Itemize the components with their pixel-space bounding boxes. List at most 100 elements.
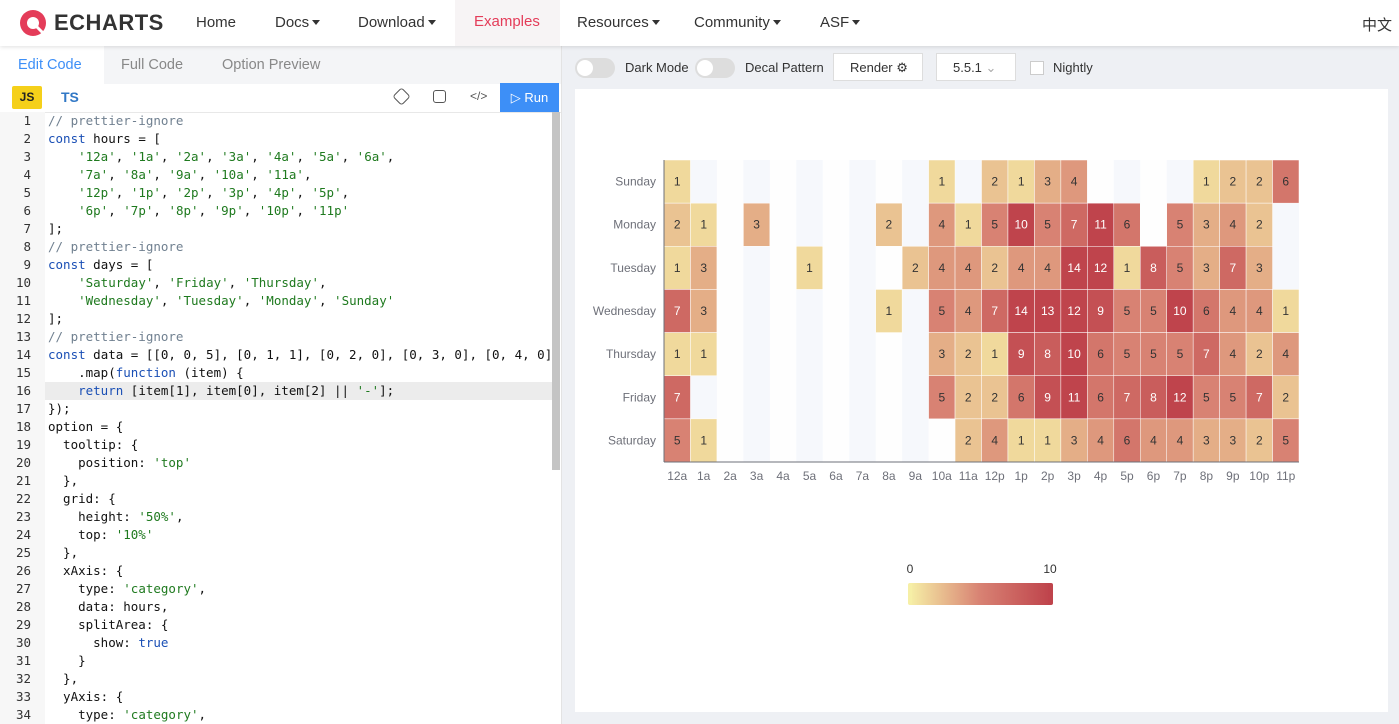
cell-label: 6 (1124, 218, 1131, 232)
x-tick-label: 6a (829, 469, 843, 483)
nav-item[interactable]: Home (196, 14, 237, 31)
scrollbar[interactable] (552, 112, 560, 470)
ts-button[interactable]: TS (61, 89, 79, 105)
cell-label: 2 (886, 218, 893, 232)
cell-label: 5 (1177, 347, 1184, 361)
cell-label: 7 (1230, 261, 1237, 275)
line-number: 30 (15, 635, 31, 650)
nightly-checkbox[interactable] (1030, 61, 1044, 75)
cell-label: 4 (1256, 304, 1263, 318)
line-number: 25 (15, 545, 31, 560)
line-number: 26 (15, 563, 31, 578)
cell-label: 10 (1015, 218, 1029, 232)
nav-item[interactable]: Download (358, 14, 436, 31)
heatmap-cell (1034, 375, 1062, 420)
nav-item[interactable]: Examples (474, 13, 540, 30)
line-number: 15 (15, 365, 31, 380)
line-number: 12 (15, 311, 31, 326)
heatmap-cell (928, 289, 956, 333)
heatmap-cell (1272, 159, 1300, 204)
dark-mode-toggle[interactable] (575, 58, 615, 78)
x-tick-label: 8p (1200, 469, 1214, 483)
format-icon[interactable] (392, 87, 411, 106)
visual-map-handle[interactable] (1048, 583, 1053, 605)
cell-label: 4 (965, 304, 972, 318)
code-line: option = { (48, 419, 124, 434)
heatmap-cell (954, 289, 982, 333)
editor-tab[interactable]: Full Code (121, 57, 184, 73)
line-number: 5 (23, 185, 31, 200)
heatmap-cell (1192, 246, 1220, 290)
line-number: 33 (15, 689, 31, 704)
cell-label: 4 (1150, 433, 1157, 447)
cell-label: 4 (1177, 433, 1184, 447)
cell-label: 7 (1256, 390, 1263, 404)
nav-item[interactable]: ASF (820, 14, 860, 31)
version-select[interactable]: 5.5.1 ⌄ (936, 53, 1016, 81)
y-tick-label: Wednesday (593, 304, 656, 318)
heatmap-cell (1272, 418, 1300, 463)
cell-label: 14 (1067, 261, 1081, 275)
x-tick-label: 10p (1249, 469, 1269, 483)
nav-item[interactable]: Resources (577, 14, 660, 31)
line-number: 17 (15, 401, 31, 416)
heatmap-cell (1245, 332, 1273, 376)
heatmap-cell (663, 159, 691, 204)
cell-label: 2 (991, 175, 998, 189)
heatmap-cell (1166, 375, 1194, 420)
cell-label: 6 (1282, 175, 1289, 189)
cell-label: 3 (1203, 261, 1210, 275)
cell-label: 5 (674, 433, 681, 447)
nav-item[interactable]: Docs (275, 14, 320, 31)
heatmap-cell (1192, 332, 1220, 376)
heatmap-cell (1192, 418, 1220, 463)
cell-label: 1 (938, 175, 945, 189)
render-button[interactable]: Render ⚙ (833, 53, 923, 81)
cell-label: 5 (991, 218, 998, 232)
code-line: top: '10%' (48, 527, 154, 542)
line-number: 3 (23, 149, 31, 164)
code-line: '12a', '1a', '2a', '3a', '4a', '5a', '6a… (78, 149, 395, 164)
language-switch[interactable]: 中文 (1362, 17, 1393, 34)
heatmap-cell (1034, 159, 1062, 204)
visual-map-handle[interactable] (908, 583, 912, 605)
x-tick-label: 2a (723, 469, 737, 483)
code-line: return [item[1], item[0], item[2] || '-'… (78, 383, 395, 398)
logo-text[interactable]: ECHARTS (54, 10, 164, 35)
cell-label: 13 (1041, 304, 1055, 318)
heatmap-cell (928, 332, 956, 376)
cell-label: 1 (700, 218, 707, 232)
cell-label: 9 (1097, 304, 1104, 318)
decal-toggle[interactable] (695, 58, 735, 78)
heatmap-cell (690, 289, 718, 333)
split-area (849, 160, 876, 462)
js-button[interactable]: JS (12, 86, 42, 109)
heatmap-cell (1140, 375, 1167, 420)
x-tick-label: 12p (985, 469, 1005, 483)
cell-label: 1 (806, 261, 813, 275)
editor-tab[interactable]: Edit Code (18, 57, 82, 73)
heatmap-cell (928, 159, 956, 204)
visual-map-max-label: 10 (1043, 562, 1057, 576)
box-icon[interactable] (433, 90, 446, 103)
cell-label: 9 (1018, 347, 1025, 361)
line-number: 24 (15, 527, 31, 542)
run-button[interactable]: ▷ Run (500, 83, 559, 112)
visual-map-min-label: 0 (907, 562, 914, 576)
editor-tab[interactable]: Option Preview (222, 57, 321, 73)
heatmap-cell (1087, 375, 1115, 420)
code-editor[interactable]: 1 2 3 4 5 6 7 8 9 10 11 12 13 14 15 16 17 18 19 20 21 22 23 24 2… (0, 112, 552, 724)
cell-label: 2 (965, 347, 972, 361)
heatmap-cell (1034, 289, 1062, 333)
code-line: '12p', '1p', '2p', '3p', '4p', '5p', (78, 185, 350, 200)
heatmap-cell (1087, 202, 1115, 247)
editor-panel: Edit Code Full Code Option Preview JS TS <… (0, 46, 562, 724)
x-tick-label: 4a (776, 469, 790, 483)
chart-card: 12a 1a 2a 3a 4a 5a 6a 7a 8a 9a 10a 11a 12p 1p 2p 3p 4p 5p… (575, 89, 1388, 712)
line-number: 13 (15, 329, 31, 344)
cell-label: 2 (1256, 175, 1263, 189)
code-icon[interactable]: </> (470, 89, 488, 103)
cell-label: 1 (965, 218, 972, 232)
cell-label: 3 (700, 304, 707, 318)
nav-item[interactable]: Community (694, 14, 781, 31)
